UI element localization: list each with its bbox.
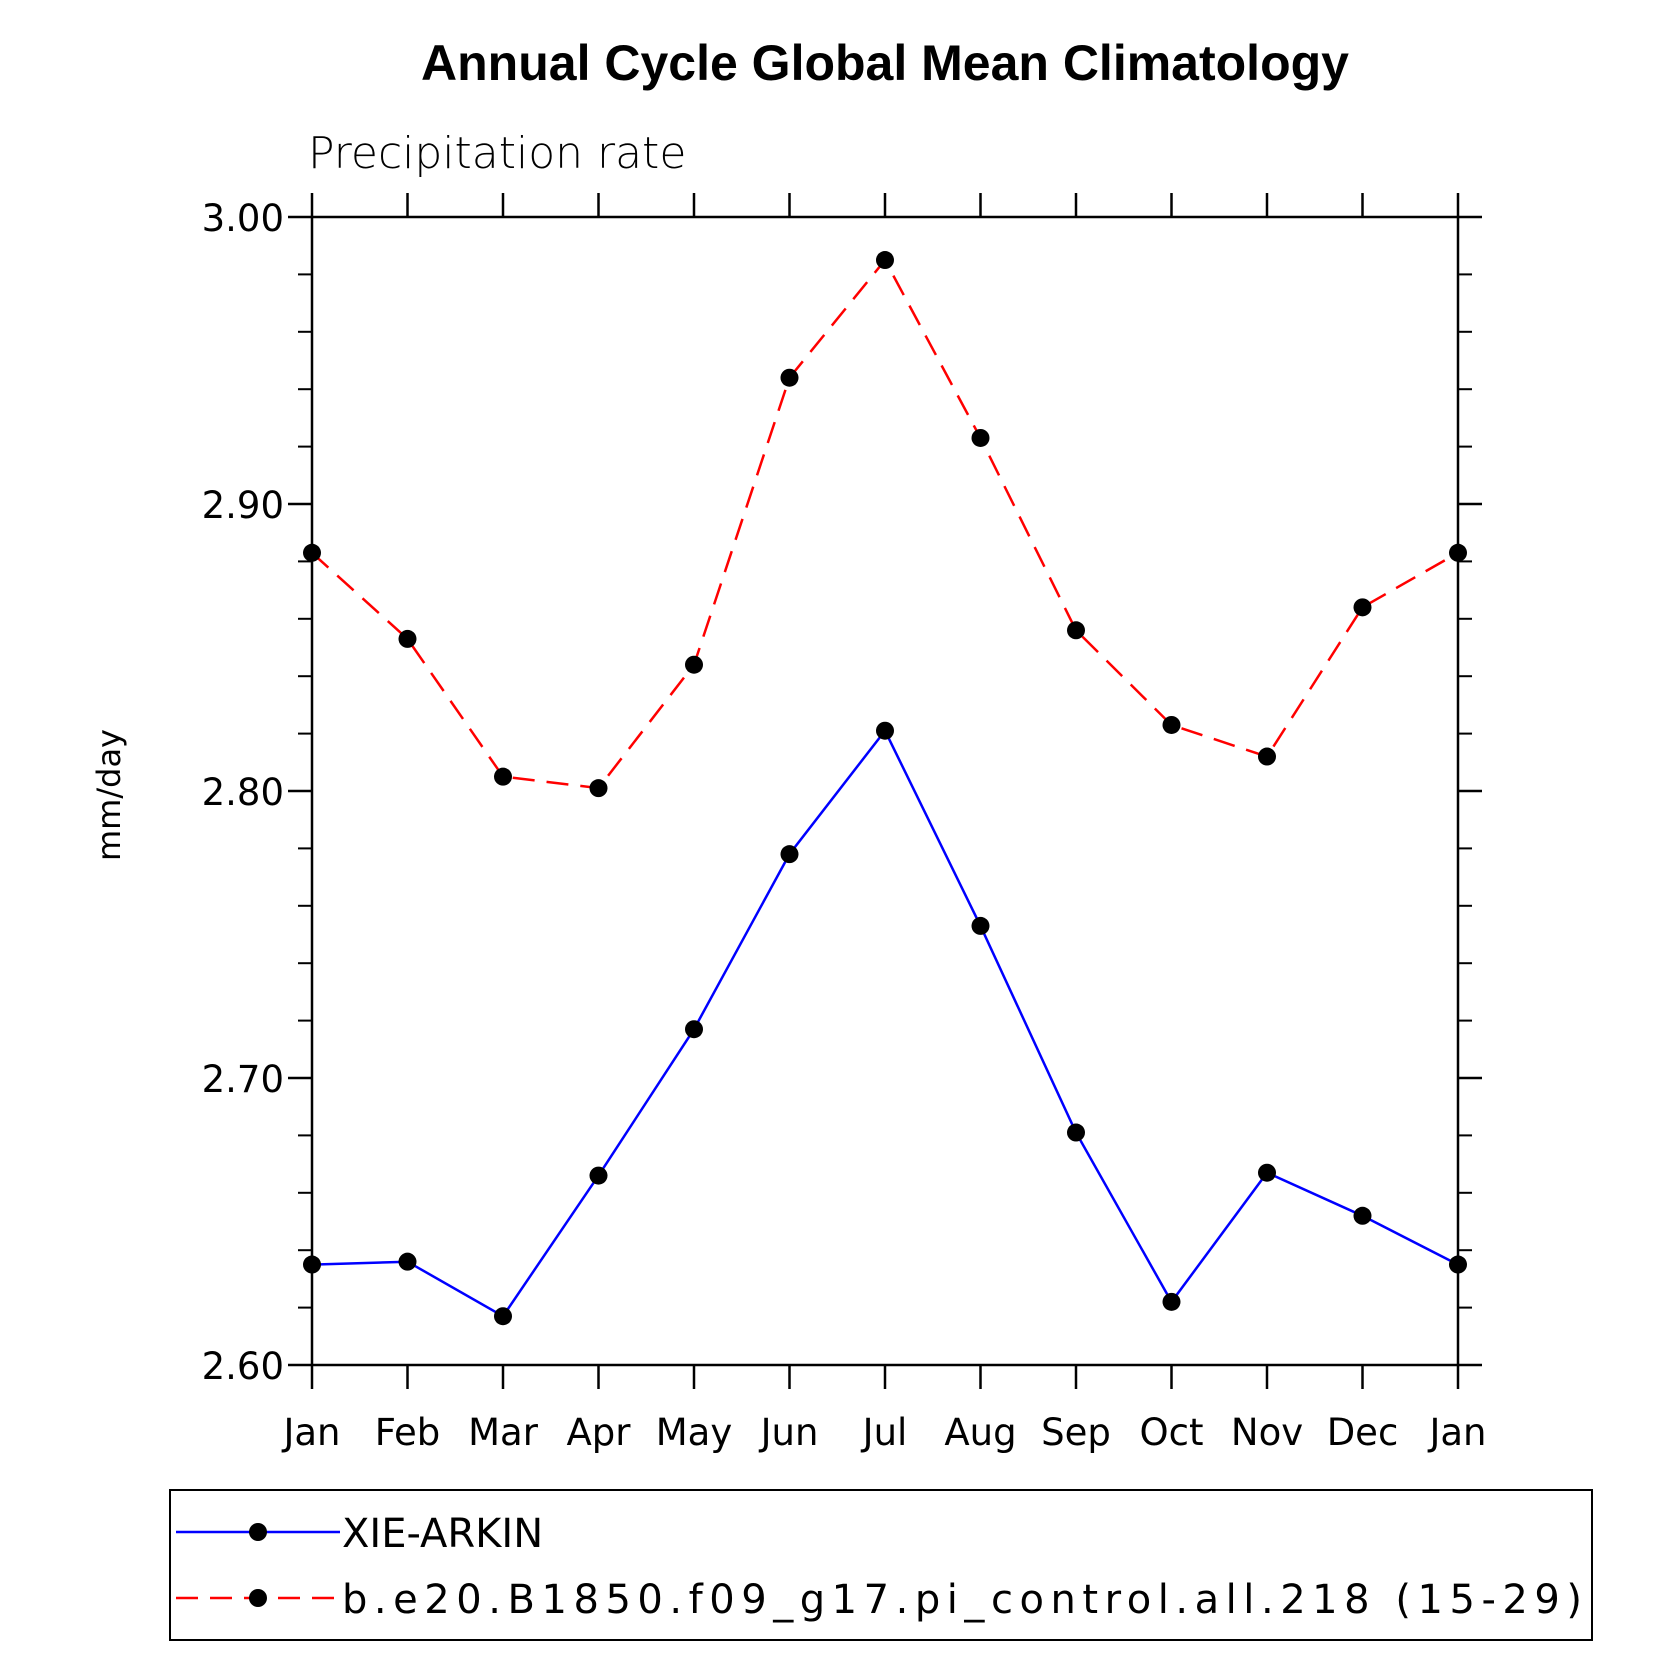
data-point: [685, 655, 703, 674]
data-point: [1258, 747, 1276, 766]
data-point: [494, 1307, 512, 1326]
data-point: [303, 1255, 321, 1274]
legend-swatch-marker: [249, 1589, 267, 1607]
data-point: [1258, 1163, 1276, 1182]
x-tick-label: May: [656, 1411, 733, 1454]
axes: Jan Feb Mar Apr May Jun Jul Aug Sep Oct Nov Dec Jan 2…: [202, 193, 1487, 1454]
x-tick-label: Jan: [1427, 1411, 1486, 1454]
legend-box: [169, 1489, 1593, 1641]
data-point: [1353, 1206, 1372, 1225]
series-1: [303, 251, 1467, 798]
data-point: [1353, 598, 1372, 617]
x-tick-label: Jul: [861, 1411, 908, 1454]
y-tick-label: 2.90: [202, 484, 284, 527]
series-line: [311, 257, 1459, 790]
legend-label: XIE-ARKIN: [342, 1511, 543, 1557]
y-tick-label: 2.60: [202, 1345, 284, 1388]
legend-swatch-marker: [249, 1523, 267, 1541]
data-point: [780, 368, 799, 387]
x-tick-label: Jun: [759, 1411, 819, 1454]
data-point: [876, 251, 894, 270]
data-point: [1162, 1292, 1181, 1311]
data-point: [1162, 715, 1181, 734]
plot-frame: [310, 215, 1460, 1367]
legend: XIE-ARKINb.e20.B1850.f09_g17.pi_control.…: [169, 1489, 1593, 1641]
data-point: [1067, 621, 1085, 640]
y-tick-label: 2.80: [202, 771, 284, 814]
data-point: [1449, 1255, 1467, 1274]
x-tick-label: Nov: [1231, 1411, 1303, 1454]
data-point: [876, 721, 894, 740]
y-tick-label: 2.70: [202, 1058, 284, 1101]
data-point: [1449, 543, 1467, 562]
x-tick-label: Apr: [566, 1411, 631, 1454]
series-layer: [303, 251, 1467, 1326]
x-tick-label: Aug: [944, 1411, 1016, 1454]
data-point: [589, 779, 608, 798]
x-tick-label: Mar: [468, 1411, 539, 1454]
x-tick-label: Jan: [281, 1411, 340, 1454]
x-tick-label: Oct: [1140, 1411, 1204, 1454]
data-point: [494, 767, 512, 786]
y-axis-label: mm/day: [90, 729, 128, 861]
chart-title: Annual Cycle Global Mean Climatology: [421, 35, 1349, 91]
x-tick-label: Sep: [1041, 1411, 1111, 1454]
data-point: [971, 428, 990, 447]
data-point: [1067, 1123, 1085, 1142]
y-tick-label: 3.00: [202, 197, 284, 240]
data-point: [971, 916, 990, 935]
data-point: [589, 1166, 608, 1185]
series-line: [311, 728, 1459, 1318]
chart-subtitle: Precipitation rate: [308, 128, 686, 179]
data-point: [685, 1020, 703, 1039]
data-point: [303, 543, 321, 562]
data-point: [398, 1252, 417, 1271]
x-tick-label: Feb: [375, 1411, 441, 1454]
x-tick-label: Dec: [1327, 1411, 1399, 1454]
data-point: [780, 845, 799, 864]
data-point: [398, 629, 417, 648]
series-0: [303, 721, 1467, 1326]
